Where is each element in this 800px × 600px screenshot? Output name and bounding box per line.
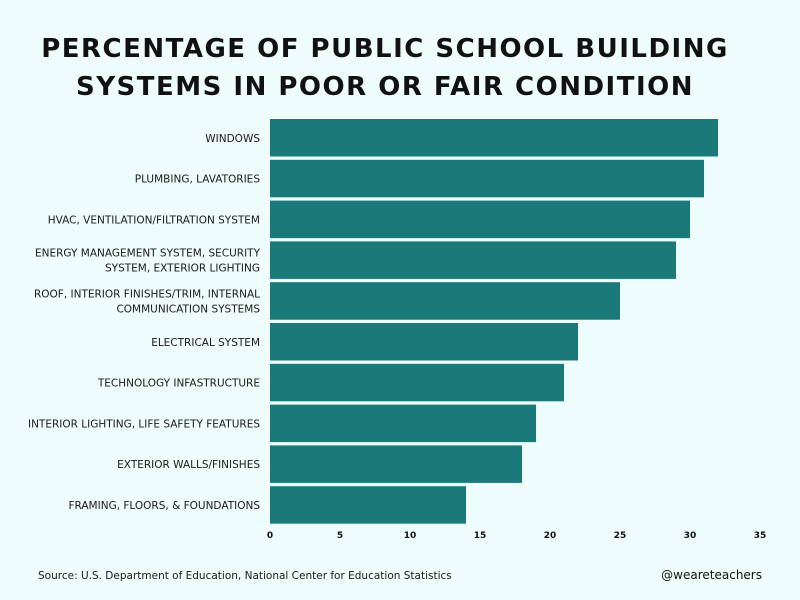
category-label-1: PLUMBING, LAVATORIES	[135, 174, 261, 186]
category-label-7: INTERIOR LIGHTING, LIFE SAFETY FEATURES	[28, 418, 260, 430]
category-label-6: TECHNOLOGY INFASTRUCTURE	[97, 378, 260, 390]
x-tick-label-7: 35	[754, 531, 767, 541]
bar-8	[270, 445, 522, 483]
bar-3	[270, 241, 676, 279]
category-label-9: FRAMING, FLOORS, & FOUNDATIONS	[68, 500, 260, 512]
category-label-3-line-0: ENERGY MANAGEMENT SYSTEM, SECURITY	[35, 248, 261, 260]
x-tick-label-3: 15	[474, 531, 487, 541]
x-tick-label-2: 10	[404, 531, 417, 541]
x-tick-label-0: 0	[267, 531, 273, 541]
category-label-8: EXTERIOR WALLS/FINISHES	[117, 459, 260, 471]
x-tick-label-6: 30	[684, 531, 697, 541]
category-label-4-line-0: ROOF, INTERIOR FINISHES/TRIM, INTERNAL	[34, 288, 260, 300]
bar-9	[270, 486, 466, 524]
chart-title: PERCENTAGE OF PUBLIC SCHOOL BUILDING SYS…	[0, 30, 770, 106]
bar-2	[270, 200, 690, 239]
bar-7	[270, 404, 536, 443]
x-tick-label-1: 5	[337, 531, 343, 541]
category-label-0: WINDOWS	[205, 133, 260, 145]
category-label-2: HVAC, VENTILATION/FILTRATION SYSTEM	[48, 214, 260, 226]
category-label-3-line-1: SYSTEM, EXTERIOR LIGHTING	[105, 263, 260, 275]
x-tick-label-5: 25	[614, 531, 627, 541]
chart-title-line-2: SYSTEMS IN POOR OR FAIR CONDITION	[75, 72, 695, 102]
bar-6	[270, 363, 564, 402]
bar-1	[270, 159, 704, 198]
bar-0	[270, 119, 718, 157]
category-label-5: ELECTRICAL SYSTEM	[151, 337, 260, 349]
chart-title-line-1: PERCENTAGE OF PUBLIC SCHOOL BUILDING	[41, 34, 729, 64]
brand-handle: @weareteachers	[661, 568, 762, 582]
x-tick-label-4: 20	[544, 531, 557, 541]
bar-4	[270, 282, 620, 320]
source-note: Source: U.S. Department of Education, Na…	[38, 570, 452, 582]
bar-5	[270, 323, 578, 361]
category-label-4-line-1: COMMUNICATION SYSTEMS	[116, 303, 260, 315]
